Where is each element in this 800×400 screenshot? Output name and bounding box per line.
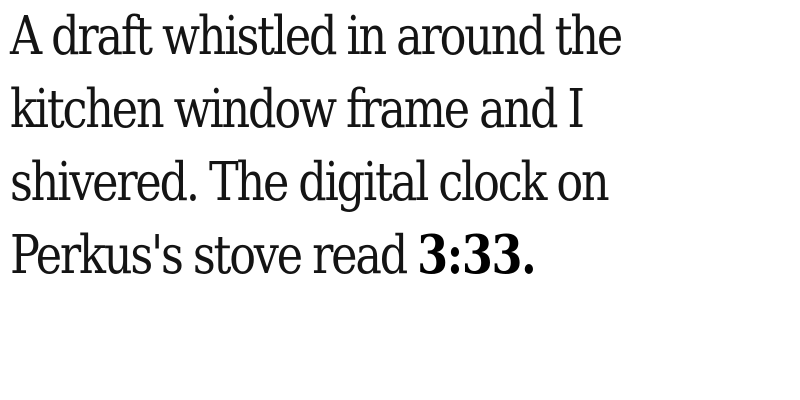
passage-line-3: shivered. The digital clock on [10,152,610,213]
passage-line-4: Perkus's stove read 3:33. [10,219,791,292]
document-page: A draft whistled in around the kitchen w… [10,0,790,400]
passage-line-4-text: Perkus's stove read [10,225,418,286]
clock-time-emphasis: 3:33. [417,224,536,286]
passage-line-2: kitchen window frame and I [10,79,585,140]
passage-text: A draft whistled in around the kitchen w… [10,0,791,292]
passage-line-1: A draft whistled in around the [10,6,623,67]
